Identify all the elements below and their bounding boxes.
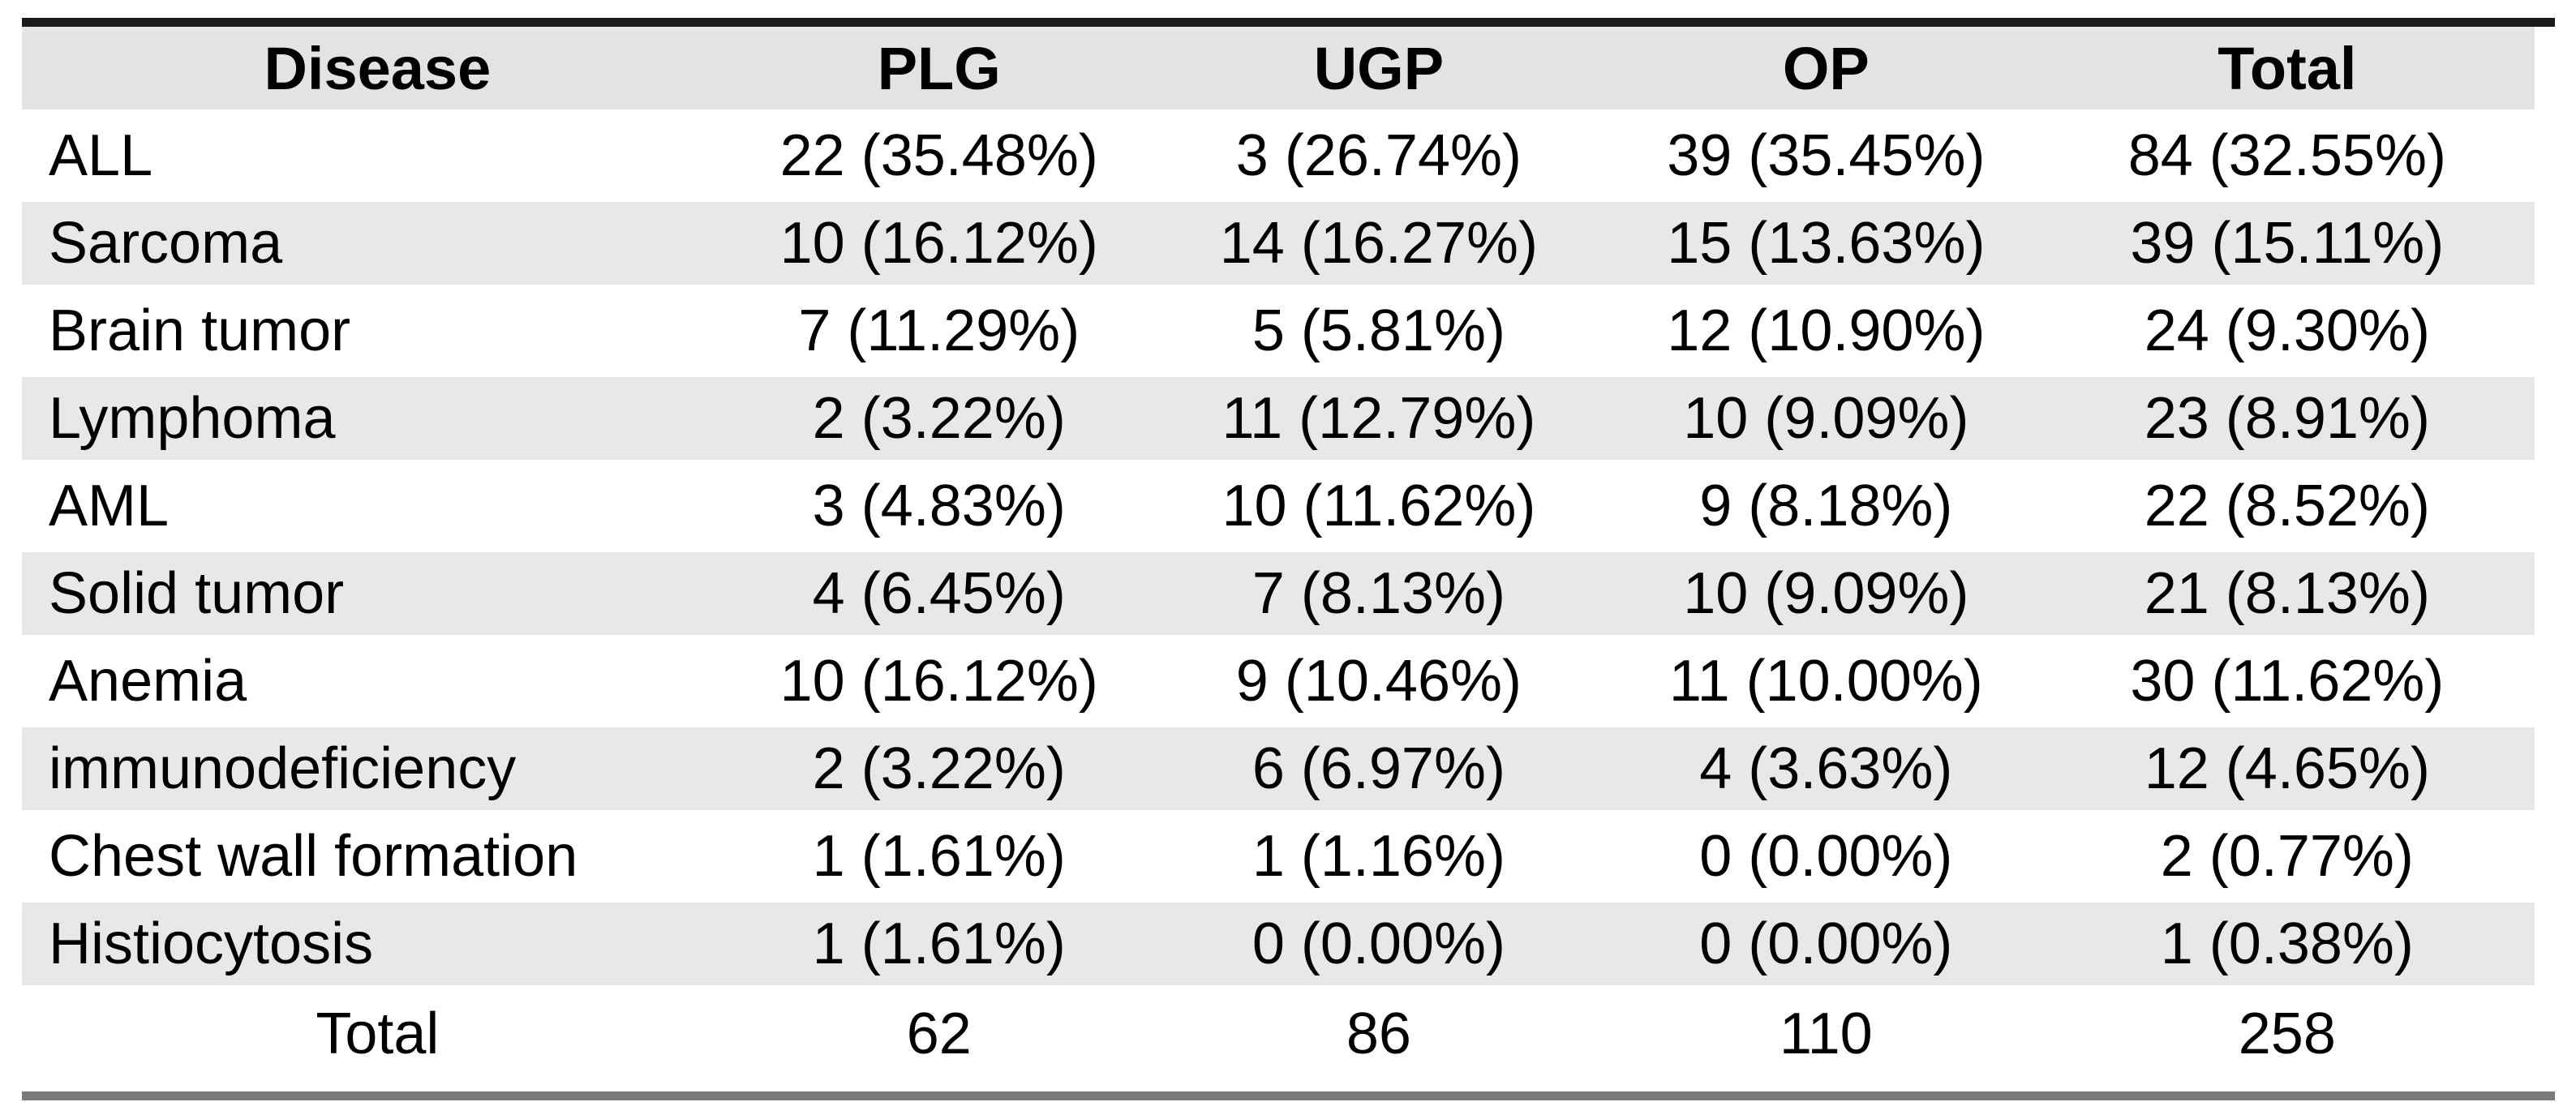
ugp-cell: 10 (11.62%) <box>1221 474 1536 538</box>
op-cell: 10 (9.09%) <box>1683 386 1969 451</box>
disease-cell: Anemia <box>49 649 247 714</box>
ugp-cell: 5 (5.81%) <box>1252 298 1505 363</box>
plg-cell: 10 (16.12%) <box>779 649 1098 714</box>
disease-cell: immunodeficiency <box>49 736 517 801</box>
table-row-histiocytosis: Histiocytosis 1 (1.61%) 0 (0.00%) 0 (0.0… <box>22 900 2535 988</box>
plg-cell: 7 (11.29%) <box>798 298 1080 363</box>
plg-cell: 2 (3.22%) <box>812 736 1066 801</box>
table-row-aml: AML 3 (4.83%) 10 (11.62%) 9 (8.18%) 22 (… <box>22 462 2535 550</box>
total-row: Total 62 86 110 258 <box>22 988 2535 1091</box>
disease-distribution-table-container: Disease PLG UGP OP Total ALL 22 (35.48%)… <box>22 18 2555 1100</box>
ugp-cell: 11 (12.79%) <box>1221 386 1536 451</box>
op-cell: 9 (8.18%) <box>1699 474 1953 538</box>
total-cell: 22 (8.52%) <box>2144 474 2430 538</box>
ugp-cell: 0 (0.00%) <box>1252 911 1505 976</box>
total-cell: 2 (0.77%) <box>2160 824 2414 889</box>
plg-cell: 1 (1.61%) <box>812 911 1066 976</box>
table-row-chest-wall-formation: Chest wall formation 1 (1.61%) 1 (1.16%)… <box>22 813 2535 900</box>
total-cell: 12 (4.65%) <box>2144 736 2430 801</box>
total-total-cell: 258 <box>2238 1001 2336 1066</box>
table-row-solid-tumor: Solid tumor 4 (6.45%) 7 (8.13%) 10 (9.09… <box>22 550 2535 637</box>
total-cell: 84 (32.55%) <box>2127 123 2446 188</box>
column-header-plg: PLG <box>877 34 1001 102</box>
disease-cell: Solid tumor <box>49 561 345 626</box>
total-cell: 39 (15.11%) <box>2130 211 2445 276</box>
op-cell: 4 (3.63%) <box>1699 736 1953 801</box>
table-row-anemia: Anemia 10 (16.12%) 9 (10.46%) 11 (10.00%… <box>22 637 2535 725</box>
plg-cell: 3 (4.83%) <box>812 474 1066 538</box>
ugp-cell: 9 (10.46%) <box>1235 649 1522 714</box>
ugp-cell: 14 (16.27%) <box>1219 211 1539 276</box>
plg-cell: 10 (16.12%) <box>779 211 1098 276</box>
op-cell: 10 (9.09%) <box>1683 561 1969 626</box>
op-cell: 39 (35.45%) <box>1667 123 1986 188</box>
ugp-cell: 3 (26.74%) <box>1235 123 1522 188</box>
disease-cell: Lymphoma <box>49 386 336 451</box>
total-cell: 21 (8.13%) <box>2144 561 2430 626</box>
ugp-cell: 7 (8.13%) <box>1252 561 1505 626</box>
column-header-op: OP <box>1782 34 1870 102</box>
ugp-cell: 1 (1.16%) <box>1252 824 1505 889</box>
total-plg-cell: 62 <box>906 1001 972 1066</box>
table-row-brain-tumor: Brain tumor 7 (11.29%) 5 (5.81%) 12 (10.… <box>22 287 2535 375</box>
column-header-ugp: UGP <box>1313 34 1445 102</box>
op-cell: 0 (0.00%) <box>1699 824 1953 889</box>
disease-cell: AML <box>49 474 170 538</box>
total-op-cell: 110 <box>1779 1001 1873 1066</box>
op-cell: 15 (13.63%) <box>1667 211 1986 276</box>
table-row-sarcoma: Sarcoma 10 (16.12%) 14 (16.27%) 15 (13.6… <box>22 199 2535 287</box>
disease-cell: Chest wall formation <box>49 824 578 889</box>
total-cell: 30 (11.62%) <box>2130 649 2445 714</box>
op-cell: 12 (10.90%) <box>1667 298 1986 363</box>
op-cell: 0 (0.00%) <box>1699 911 1953 976</box>
table-row-lymphoma: Lymphoma 2 (3.22%) 11 (12.79%) 10 (9.09%… <box>22 375 2535 462</box>
disease-cell: Brain tumor <box>49 298 351 363</box>
column-header-total: Total <box>2218 34 2357 102</box>
total-cell: 24 (9.30%) <box>2144 298 2430 363</box>
ugp-cell: 6 (6.97%) <box>1252 736 1505 801</box>
op-cell: 11 (10.00%) <box>1668 649 1983 714</box>
total-ugp-cell: 86 <box>1346 1001 1411 1066</box>
table-row-immunodeficiency: immunodeficiency 2 (3.22%) 6 (6.97%) 4 (… <box>22 725 2535 813</box>
plg-cell: 2 (3.22%) <box>812 386 1066 451</box>
column-header-disease: Disease <box>264 34 492 102</box>
plg-cell: 4 (6.45%) <box>812 561 1066 626</box>
total-cell: 1 (0.38%) <box>2160 911 2414 976</box>
disease-cell: ALL <box>49 123 153 188</box>
disease-cell: Sarcoma <box>49 211 283 276</box>
disease-distribution-table: Disease PLG UGP OP Total ALL 22 (35.48%)… <box>22 27 2535 1091</box>
plg-cell: 1 (1.61%) <box>812 824 1066 889</box>
disease-cell: Histiocytosis <box>49 911 374 976</box>
total-cell: 23 (8.91%) <box>2144 386 2430 451</box>
total-row-label: Total <box>316 1001 440 1066</box>
table-row-all: ALL 22 (35.48%) 3 (26.74%) 39 (35.45%) 8… <box>22 112 2535 199</box>
header-row: Disease PLG UGP OP Total <box>22 27 2535 112</box>
plg-cell: 22 (35.48%) <box>779 123 1098 188</box>
